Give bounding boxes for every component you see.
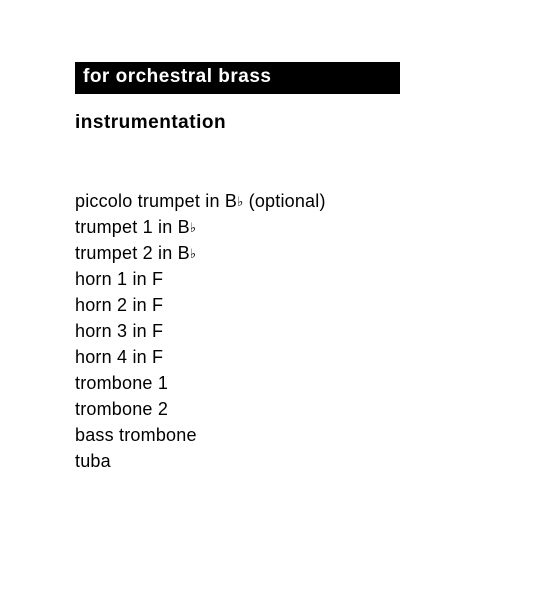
section-title: instrumentation: [75, 112, 545, 134]
list-item: trombone 2: [75, 396, 545, 422]
list-item: trumpet 2 in B♭: [75, 240, 545, 266]
instrument-text: trombone 1: [75, 373, 168, 393]
instrument-text: horn 3 in F: [75, 321, 163, 341]
instrument-post: (optional): [243, 191, 325, 211]
instrument-text: horn 4 in F: [75, 347, 163, 367]
list-item: piccolo trumpet in B♭ (optional): [75, 188, 545, 214]
title-banner: for orchestral brass: [75, 62, 400, 94]
list-item: horn 2 in F: [75, 292, 545, 318]
list-item: horn 3 in F: [75, 318, 545, 344]
instrument-text: tuba: [75, 451, 111, 471]
banner-text: for orchestral brass: [83, 66, 271, 87]
instrument-list: piccolo trumpet in B♭ (optional) trumpet…: [75, 188, 545, 474]
list-item: tuba: [75, 448, 545, 474]
list-item: trumpet 1 in B♭: [75, 214, 545, 240]
instrument-text: horn 2 in F: [75, 295, 163, 315]
list-item: horn 1 in F: [75, 266, 545, 292]
instrument-text: trombone 2: [75, 399, 168, 419]
instrument-text: trumpet 1 in B: [75, 217, 190, 237]
flat-symbol: ♭: [237, 194, 243, 209]
list-item: bass trombone: [75, 422, 545, 448]
list-item: trombone 1: [75, 370, 545, 396]
instrument-text: bass trombone: [75, 425, 197, 445]
flat-symbol: ♭: [190, 246, 196, 261]
flat-symbol: ♭: [190, 220, 196, 235]
instrument-text: horn 1 in F: [75, 269, 163, 289]
instrument-text: trumpet 2 in B: [75, 243, 190, 263]
instrument-text: piccolo trumpet in B: [75, 191, 237, 211]
list-item: horn 4 in F: [75, 344, 545, 370]
